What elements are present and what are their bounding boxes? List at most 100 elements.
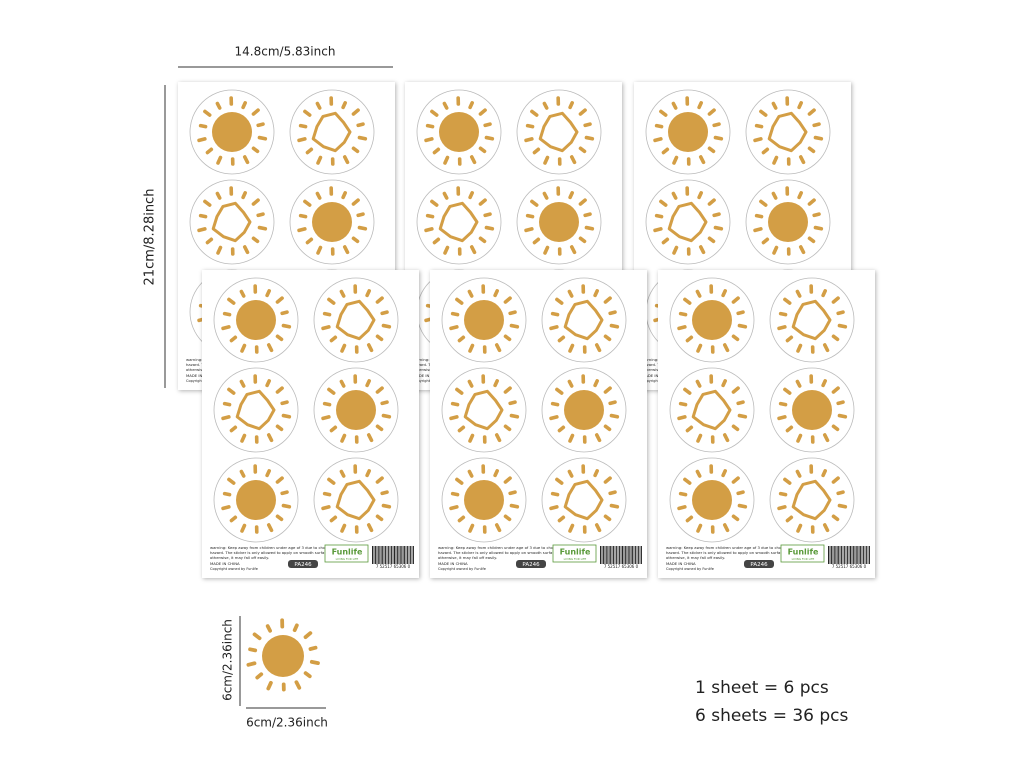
ray	[695, 379, 702, 388]
barcode-bar	[618, 546, 620, 564]
ray	[432, 237, 441, 245]
sticker-height-label: 6cm/2.36inch	[221, 619, 235, 701]
ray	[457, 335, 466, 343]
ray	[340, 343, 347, 353]
ray	[683, 387, 692, 395]
ray	[707, 236, 716, 244]
ray	[509, 413, 520, 419]
barcode-bar	[615, 546, 617, 564]
ray	[197, 227, 207, 233]
ray	[468, 101, 474, 110]
ray	[222, 401, 232, 407]
ray	[351, 146, 360, 154]
sticker-sheet: warning: Keep away from children under a…	[202, 270, 419, 578]
ray	[425, 123, 435, 129]
ray	[584, 225, 595, 231]
ray	[698, 245, 706, 255]
ray	[568, 101, 574, 110]
warning-text: hazard. The sticker is only allowed to a…	[210, 550, 330, 555]
sticker-outline	[745, 89, 831, 175]
ray	[736, 400, 745, 406]
sun-core-outline	[438, 201, 479, 243]
ray	[275, 514, 284, 522]
ray	[229, 425, 238, 433]
ray	[713, 135, 724, 141]
ray	[785, 515, 794, 523]
ray	[305, 147, 314, 155]
ray	[380, 490, 389, 496]
ray	[508, 310, 517, 316]
ray	[654, 123, 664, 129]
ray	[494, 433, 502, 443]
ray	[736, 490, 745, 496]
sticker-outline	[516, 89, 602, 175]
ray	[567, 289, 574, 298]
ray	[468, 191, 474, 200]
ray	[525, 123, 535, 129]
barcode-bar	[853, 546, 855, 564]
sun-core-outline	[235, 389, 276, 431]
barcode-bar	[843, 546, 845, 564]
ray	[239, 469, 246, 478]
ray	[381, 413, 392, 419]
sun-core-outline	[311, 111, 352, 153]
ray	[442, 101, 449, 110]
ray	[542, 191, 549, 200]
ray	[798, 245, 806, 255]
ray	[836, 310, 845, 316]
ray	[777, 505, 787, 511]
ray	[316, 155, 323, 165]
ray	[671, 191, 678, 200]
ray	[221, 505, 231, 511]
ray	[683, 477, 692, 485]
ray	[772, 155, 779, 165]
made-in: MADE IN CHINA	[666, 561, 696, 566]
ray	[771, 191, 778, 200]
ray	[329, 425, 338, 433]
barcode-bar	[603, 546, 605, 564]
ray	[731, 334, 740, 342]
ray	[594, 433, 602, 443]
barcode-bar	[612, 546, 614, 564]
ray	[275, 296, 284, 304]
barcode-bar	[834, 546, 836, 564]
ray	[550, 311, 560, 317]
ray	[672, 245, 679, 255]
ray	[322, 311, 332, 317]
ray	[578, 108, 587, 116]
ray	[678, 491, 688, 497]
ray	[532, 237, 541, 245]
sun-core-outline	[563, 479, 604, 521]
sun-core	[564, 390, 604, 430]
ray	[292, 623, 299, 633]
ray	[797, 101, 803, 110]
sun-core-outline	[335, 299, 376, 341]
copyright: Copyright owned by Funlife	[666, 567, 714, 571]
ray	[503, 296, 512, 304]
ray	[297, 227, 307, 233]
ray	[557, 425, 566, 433]
ray	[494, 523, 502, 533]
barcode-bar	[372, 546, 373, 564]
ray	[265, 379, 271, 388]
ray	[449, 325, 459, 331]
ray	[425, 213, 435, 219]
ray	[555, 387, 564, 395]
sheets: warning: Keep away from children under a…	[178, 82, 875, 578]
ray	[783, 297, 792, 305]
sticker-sheet: warning: Keep away from children under a…	[430, 270, 647, 578]
made-in: MADE IN CHINA	[413, 373, 443, 378]
ray	[227, 297, 236, 305]
ray	[215, 101, 222, 110]
ray	[778, 491, 788, 497]
ray	[761, 147, 770, 155]
ray	[796, 523, 803, 533]
ray	[822, 523, 830, 533]
sun-sticker	[669, 367, 755, 453]
ray	[442, 191, 449, 200]
ray	[785, 335, 794, 343]
sticker-sheet: warning: Keep away from children under a…	[658, 270, 875, 578]
sun-sticker	[213, 457, 299, 543]
ray	[697, 101, 703, 110]
ray	[772, 245, 779, 255]
